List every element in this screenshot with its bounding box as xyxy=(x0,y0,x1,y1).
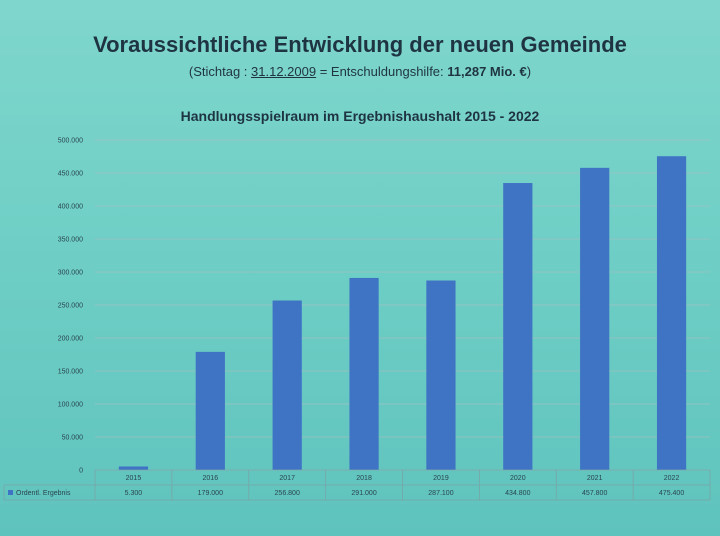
subtitle-suffix: ) xyxy=(526,64,532,79)
data-label: 457.800 xyxy=(582,490,607,497)
x-tick-label: 2020 xyxy=(510,475,526,482)
chart-title: Handlungsspielraum im Ergebnishaushalt 2… xyxy=(180,108,540,124)
data-label: 179.000 xyxy=(198,490,223,497)
y-tick-label: 250.000 xyxy=(58,303,83,310)
bar xyxy=(426,280,456,470)
x-tick-label: 2021 xyxy=(587,475,603,482)
y-tick-label: 450.000 xyxy=(58,171,83,178)
x-tick-label: 2017 xyxy=(279,475,295,482)
x-tick-label: 2016 xyxy=(203,475,219,482)
bar xyxy=(272,300,302,470)
x-tick-label: 2015 xyxy=(126,475,142,482)
bar xyxy=(656,156,687,470)
y-tick-label: 100.000 xyxy=(58,402,83,409)
bar xyxy=(503,183,533,471)
legend-label: Ordentl. Ergebnis xyxy=(16,490,71,497)
slide-subtitle: (Stichtag : 31.12.2009 = Entschuldungshi… xyxy=(0,64,720,79)
x-tick-label: 2018 xyxy=(356,475,372,482)
bar xyxy=(580,167,610,471)
subtitle-prefix: (Stichtag : xyxy=(188,64,252,79)
x-tick-label: 2019 xyxy=(433,475,449,482)
data-label: 256.800 xyxy=(275,490,300,497)
y-tick-label: 200.000 xyxy=(58,336,83,343)
y-tick-label: 50.000 xyxy=(62,435,84,442)
subtitle-amount: 11,287 Mio. € xyxy=(447,64,527,79)
subtitle-middle: = Entschuldungshilfe: xyxy=(316,64,448,79)
subtitle-date: 31.12.2009 xyxy=(251,64,317,79)
slide-title: Voraussichtliche Entwicklung der neuen G… xyxy=(93,32,627,57)
y-tick-label: 150.000 xyxy=(58,369,83,376)
y-tick-label: 500.000 xyxy=(58,138,83,145)
x-tick-label: 2022 xyxy=(664,475,680,482)
data-label: 287.100 xyxy=(428,490,453,497)
data-label: 475.400 xyxy=(659,490,684,497)
y-tick-label: 400.000 xyxy=(58,204,83,211)
data-label: 434.800 xyxy=(505,490,530,497)
bar xyxy=(195,351,225,470)
data-label: 291.000 xyxy=(351,490,376,497)
y-tick-label: 300.000 xyxy=(58,270,83,277)
y-tick-label: 0 xyxy=(79,468,83,475)
bar xyxy=(118,466,149,470)
legend-swatch xyxy=(8,490,13,495)
y-tick-label: 350.000 xyxy=(58,237,83,244)
data-label: 5.300 xyxy=(125,490,143,497)
bar xyxy=(349,277,379,470)
